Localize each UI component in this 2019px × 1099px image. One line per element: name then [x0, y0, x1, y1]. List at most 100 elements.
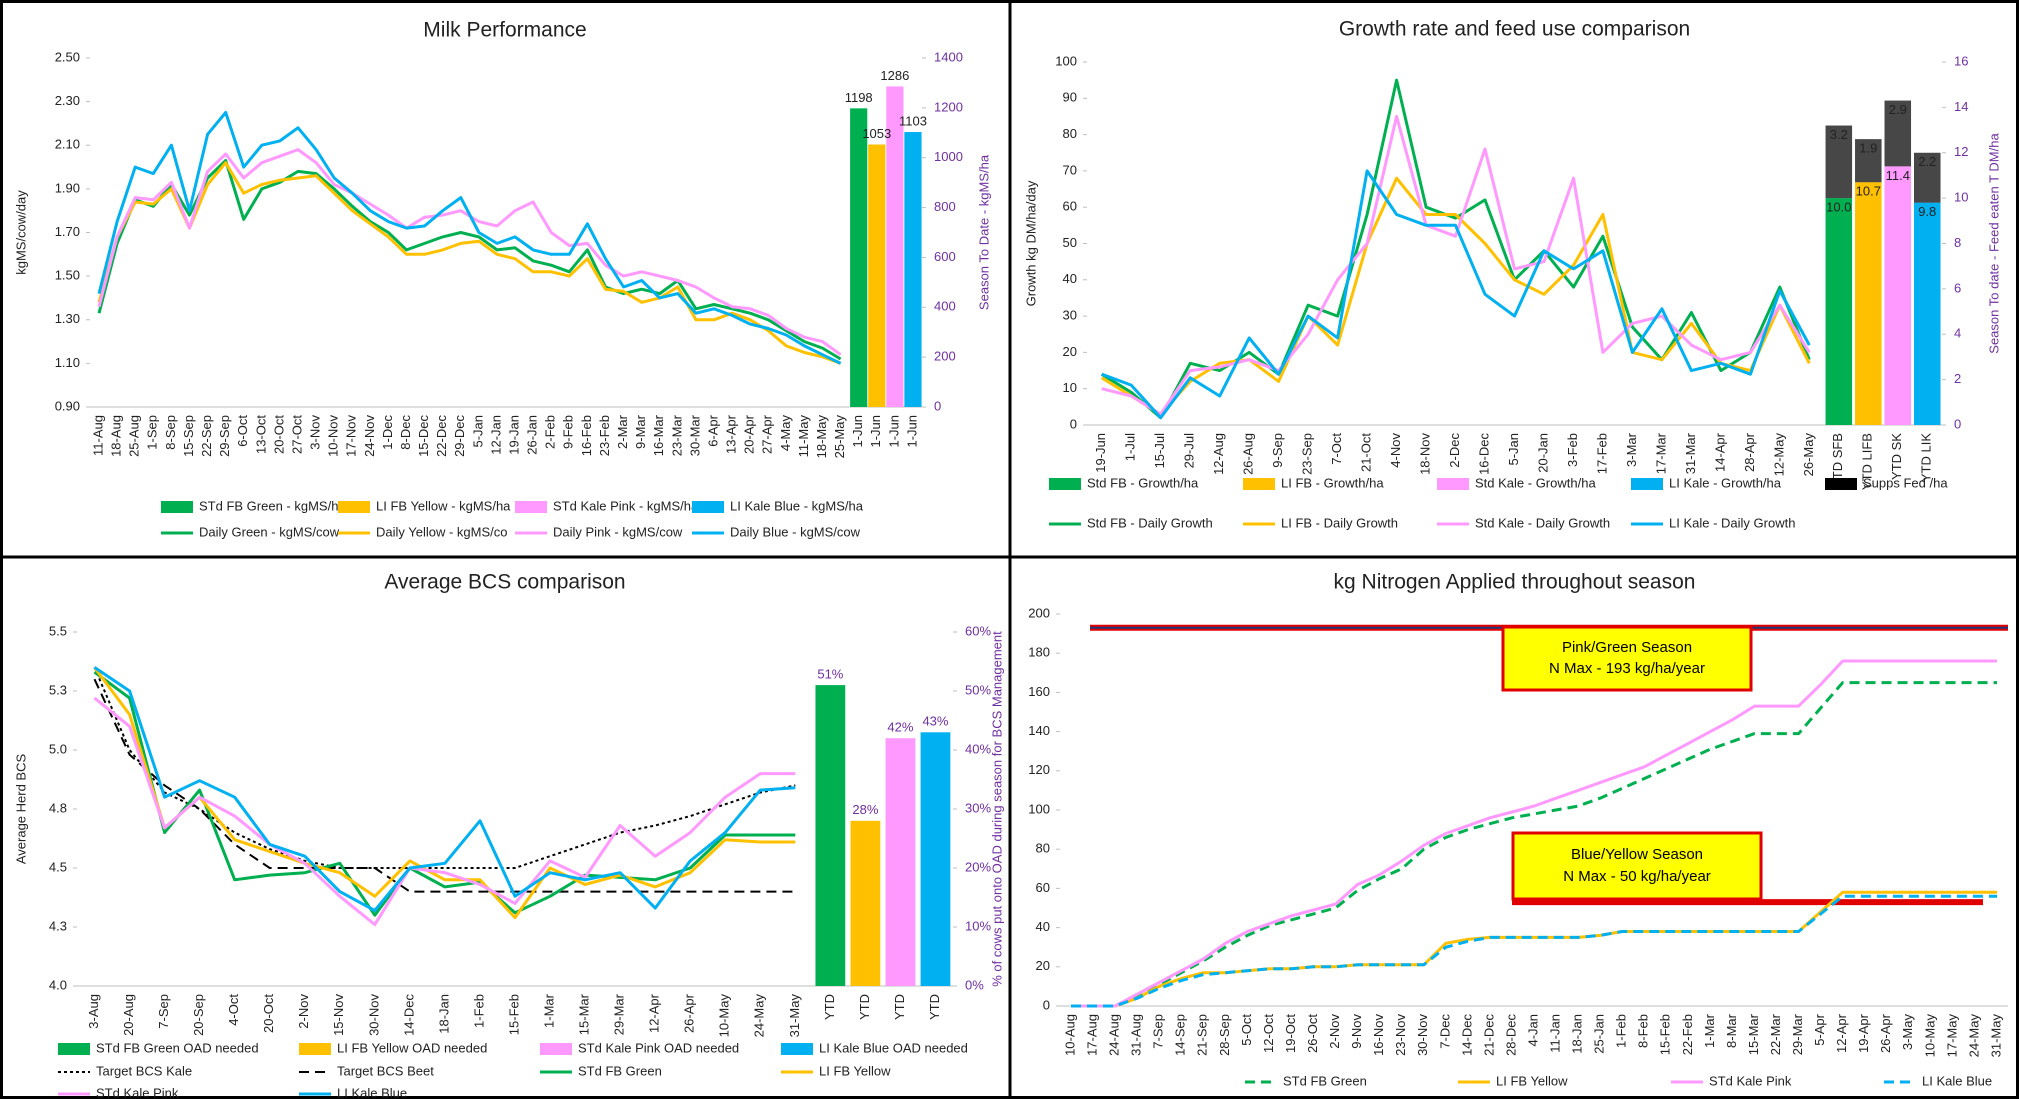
x-tick-label: 22-Dec [434, 415, 449, 457]
y-tick-label: 2.50 [55, 49, 80, 64]
line-series [93, 666, 796, 912]
x-tick-label: 22-Sep [199, 415, 214, 457]
chart-panel: Milk Performance kgMS/cow/day Season To Da… [13, 19, 991, 540]
legend-label: LI Kale Blue - kgMS/ha [730, 498, 864, 513]
bar [1913, 202, 1941, 425]
x-tick-label: 10-Aug [1062, 1014, 1077, 1056]
x-tick-label: 26-May [1801, 433, 1816, 477]
x-tick-label: 2-Feb [543, 415, 558, 449]
annotation: Blue/Yellow Season [1571, 846, 1703, 863]
line-series [97, 161, 842, 365]
x-tick-label: 10-May [1922, 1014, 1937, 1058]
legend-label: LI Kale Blue [337, 1085, 407, 1099]
x-tick-label: 11-Jan [1547, 1014, 1562, 1053]
legend-swatch [515, 501, 547, 513]
bar-label: 10.0 [1826, 200, 1851, 215]
y-tick-label: 30 [1063, 308, 1077, 323]
x-tick-label: 10-Nov [326, 415, 341, 457]
legend-label: LI Kale - Growth/ha [1669, 475, 1782, 490]
legend-label: STd FB Green [578, 1063, 662, 1078]
legend-label: LI FB Yellow [1496, 1073, 1568, 1088]
y2-tick-label: 1000 [934, 149, 963, 164]
legend-swatch [1437, 478, 1469, 490]
x-tick-label: 7-Oct [1329, 433, 1344, 465]
stacked-bar [1825, 125, 1853, 199]
x-tick-label: 4-May [778, 415, 793, 452]
x-tick-label: YTD [857, 994, 872, 1020]
chart-title: Milk Performance [423, 19, 586, 42]
legend-swatch [1243, 478, 1275, 490]
y2-tick-label: 600 [934, 249, 956, 264]
legend-label: Supps Fed /ha [1863, 475, 1948, 490]
x-tick-label: 23-Mar [669, 414, 684, 456]
y2-tick-label: 16 [1954, 53, 1968, 68]
chart-title: kg Nitrogen Applied throughout season [1334, 571, 1696, 594]
y2-tick-label: 6 [1954, 280, 1961, 295]
bar-label: 2.9 [1889, 102, 1907, 117]
y2-tick-label: 60% [965, 623, 991, 638]
bar [885, 738, 916, 986]
x-tick-label: 2-Mar [615, 414, 630, 449]
bar [904, 132, 922, 408]
y2-tick-label: 40% [965, 741, 991, 756]
x-tick-label: 29-Dec [452, 415, 467, 457]
legend-label: STd Kale Pink [1709, 1073, 1792, 1088]
chart-panel: Average BCS comparison Average Herd BCS % … [13, 571, 1004, 1099]
legend-swatch [338, 501, 370, 513]
x-tick-label: 15-Feb [1658, 1014, 1673, 1055]
x-tick-label: 23-Nov [1393, 1014, 1408, 1056]
y2-tick-label: 14 [1954, 99, 1968, 114]
x-tick-label: 27-Apr [760, 414, 775, 454]
y-axis-label: Growth kg DM/ha/day [1023, 180, 1038, 306]
y-tick-label: 4.8 [49, 800, 67, 815]
bar-label: 51% [817, 667, 843, 682]
x-tick-label: 21-Sep [1195, 1014, 1210, 1056]
x-tick-label: 2-Dec [1447, 433, 1462, 468]
x-tick-label: 12-May [1771, 433, 1786, 477]
legend-label: Std FB - Daily Growth [1087, 515, 1213, 530]
x-tick-label: 9-Mar [633, 414, 648, 449]
bar [850, 820, 881, 986]
x-tick-label: 4-Oct [226, 994, 241, 1026]
stacked-bar [1855, 139, 1882, 183]
y-tick-label: 100 [1028, 801, 1050, 816]
x-tick-label: 6-Apr [705, 414, 720, 446]
annotation: N Max - 50 kg/ha/year [1563, 868, 1711, 885]
x-tick-label: 1-Mar [1702, 1013, 1717, 1048]
line-series [1101, 114, 1811, 416]
x-tick-label: 23-Feb [597, 415, 612, 456]
y-tick-label: 1.30 [55, 311, 80, 326]
x-tick-label: 24-Nov [362, 415, 377, 457]
y-tick-label: 2.10 [55, 137, 80, 152]
bar-label: 1053 [862, 126, 891, 141]
x-tick-label: YTD SFB [1830, 433, 1845, 488]
x-tick-label: 18-Jan [436, 994, 451, 1034]
x-tick-label: 19-Jun [1093, 433, 1108, 473]
y-tick-label: 80 [1063, 126, 1077, 141]
x-tick-label: 21-Oct [1359, 433, 1374, 472]
x-tick-label: 8-Feb [1636, 1014, 1651, 1048]
bar-label: 28% [852, 802, 878, 817]
stacked-bar [1884, 100, 1912, 167]
x-tick-label: 16-Dec [1476, 433, 1491, 475]
x-tick-label: 17-Mar [1653, 432, 1668, 474]
y-tick-label: 20 [1063, 344, 1077, 359]
legend-label: LI FB - Growth/ha [1281, 475, 1384, 490]
y2-tick-label: 200 [934, 349, 956, 364]
legend-label: Daily Blue - kgMS/cow [730, 524, 861, 539]
bar-label: 1103 [899, 113, 927, 128]
bar-label: 11.4 [1886, 168, 1910, 183]
bar [1884, 166, 1912, 426]
legend-label: Std Kale - Growth/ha [1475, 475, 1596, 490]
bar-label: 1286 [880, 68, 909, 83]
x-tick-label: 8-Mar [1724, 1013, 1739, 1048]
x-tick-label: 28-Sep [1217, 1014, 1232, 1056]
legend-swatch [58, 1043, 90, 1055]
legend-label: LI FB Yellow - kgMS/ha [376, 498, 511, 513]
x-tick-label: 15-Feb [506, 994, 521, 1035]
x-tick-label: 12-Oct [1261, 1014, 1276, 1053]
x-tick-label: 26-Jan [525, 415, 540, 455]
x-tick-label: YTD SK [1889, 433, 1904, 480]
x-tick-label: 5-Jan [1506, 433, 1521, 466]
